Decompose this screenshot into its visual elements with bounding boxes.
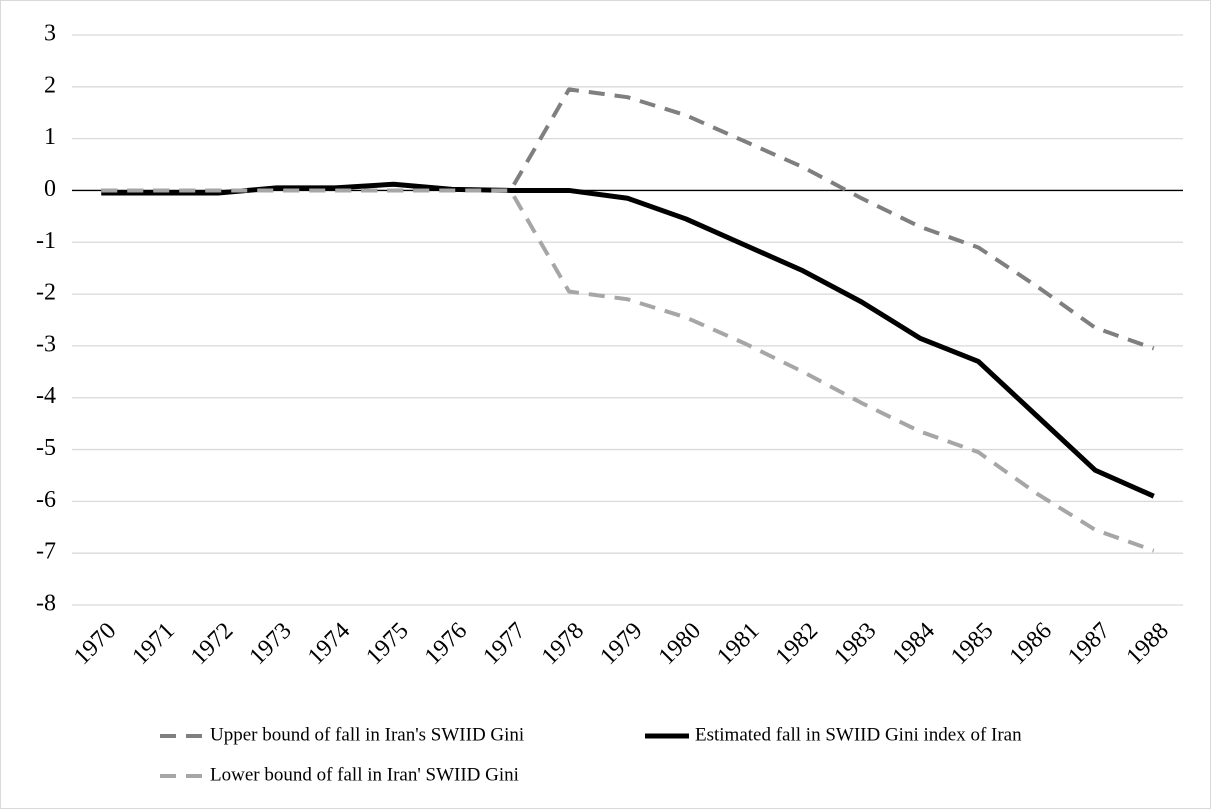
series-line bbox=[101, 87, 1155, 351]
legend-label: Upper bound of fall in Iran's SWIID Gini bbox=[210, 724, 524, 745]
series-line bbox=[101, 188, 1155, 553]
y-tick-label: -7 bbox=[36, 539, 56, 565]
y-tick-label: 3 bbox=[44, 21, 56, 47]
y-tick-label: 2 bbox=[44, 72, 56, 98]
legend-label: Lower bound of fall in Iran' SWIID Gini bbox=[210, 764, 519, 785]
y-tick-label: -2 bbox=[36, 280, 56, 306]
y-tick-label: -5 bbox=[36, 435, 56, 461]
y-tick-label: 0 bbox=[44, 176, 56, 202]
y-tick-label: 1 bbox=[44, 124, 56, 150]
y-tick-label: -8 bbox=[36, 591, 56, 617]
y-tick-label: -3 bbox=[36, 331, 56, 357]
series-line bbox=[101, 181, 1155, 499]
y-tick-label: -1 bbox=[36, 228, 56, 254]
legend-label: Estimated fall in SWIID Gini index of Ir… bbox=[695, 724, 1022, 745]
y-tick-label: -4 bbox=[36, 383, 56, 409]
y-tick-label: -6 bbox=[36, 487, 56, 513]
